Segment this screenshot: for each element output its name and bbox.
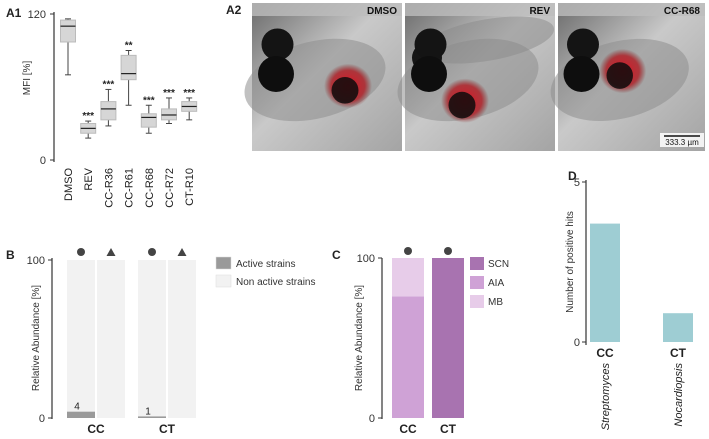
d-y-axis-title: Number of positive hits <box>565 211 576 313</box>
d-category-label: CT <box>670 346 687 360</box>
photo-panel: DMSO <box>244 3 402 151</box>
fish-eye <box>411 56 447 93</box>
b-marker-triangle <box>177 248 187 256</box>
d-y-tick-label: 5 <box>574 177 580 189</box>
c-legend-label: SCN <box>488 259 509 270</box>
a1-category-label: CC-R72 <box>164 168 176 208</box>
a1-y-tick-label: 120 <box>28 9 46 21</box>
b-bar-value-label: 4 <box>74 402 80 413</box>
c-legend-swatch <box>470 257 484 270</box>
a1-box <box>100 101 117 121</box>
a1-category-label: CT-R10 <box>184 168 196 206</box>
b-group-label: CC <box>87 422 105 436</box>
b-bar-nonactive <box>168 260 196 418</box>
d-category-label: CC <box>596 346 614 360</box>
a1-category-label: CC-R68 <box>144 168 156 208</box>
b-y-tick-label: 0 <box>39 413 45 425</box>
c-bar-segment-scn <box>432 258 464 418</box>
a1-significance: *** <box>82 111 94 122</box>
photo-caption-band <box>252 3 402 16</box>
a1-significance: *** <box>143 95 155 106</box>
d-genus-label: Streptomyces <box>600 363 612 431</box>
photo-panel: CC-R68 <box>550 3 705 151</box>
a1-category-label: CC-R61 <box>124 168 136 208</box>
c-y-tick-label: 100 <box>357 253 375 265</box>
d-genus-label: Nocardiopsis <box>673 363 685 427</box>
c-legend-label: AIA <box>488 278 504 289</box>
a1-y-tick-label: 0 <box>40 155 46 167</box>
a1-category-label: DMSO <box>63 168 75 201</box>
d-bar <box>663 313 693 342</box>
fish-eye <box>414 28 447 61</box>
c-legend-label: MB <box>488 297 503 308</box>
c-category-label: CC <box>399 422 417 436</box>
b-bar-active <box>138 416 166 418</box>
panel-label-c: C <box>332 248 341 262</box>
c-legend-swatch <box>470 276 484 289</box>
b-bar-nonactive <box>138 260 166 418</box>
scale-bar-label: 333.3 µm <box>665 138 699 147</box>
scale-bar: 333.3 µm <box>660 133 704 147</box>
c-bar-segment-aia <box>392 296 424 418</box>
a1-category-label: REV <box>83 167 95 190</box>
b-marker-triangle <box>106 248 116 256</box>
panel-label-d: D <box>568 169 577 183</box>
panel-label-a2: A2 <box>226 3 242 17</box>
a1-significance: ** <box>125 41 133 52</box>
b-y-tick-label: 100 <box>27 255 45 267</box>
panel-c-stacked-bars: C Relative Abundance [%] 0 100 CC CT SCN AIA… <box>332 247 509 436</box>
c-marker-circle <box>404 247 412 255</box>
panel-label-b: B <box>6 248 15 262</box>
a1-box <box>161 108 177 121</box>
panel-d-bar: D Number of positive hits 0 5 CC Streptomyc… <box>565 169 693 430</box>
a1-box <box>60 19 76 43</box>
b-legend-label: Active strains <box>236 259 295 270</box>
d-y-tick-label: 0 <box>574 337 580 349</box>
a1-significance: *** <box>183 88 195 99</box>
b-bar-active <box>67 411 95 418</box>
c-y-tick-label: 0 <box>369 413 375 425</box>
b-group-label: CT <box>159 422 176 436</box>
a1-significance: *** <box>103 79 115 90</box>
b-legend-swatch <box>215 274 232 288</box>
fish-body <box>420 16 555 64</box>
c-bar-segment-mb <box>392 258 424 297</box>
b-marker-circle <box>77 248 85 256</box>
panel-b-stacked-bars: B Relative Abundance [%] 0 100 4 CC 1 CT Acti… <box>6 248 315 436</box>
photo-caption-band <box>405 3 555 16</box>
b-legend-swatch <box>215 256 232 270</box>
b-bar-nonactive <box>97 260 125 418</box>
fish-eye <box>261 28 294 61</box>
photo-label: CC-R68 <box>664 6 701 17</box>
b-marker-circle <box>148 248 156 256</box>
a1-significance: *** <box>163 88 175 99</box>
a1-y-axis-title: MFI [%] <box>22 61 33 96</box>
photo-label: REV <box>529 6 550 17</box>
c-category-label: CT <box>440 422 457 436</box>
dark-yolk <box>331 77 359 104</box>
fish-eye <box>563 56 600 93</box>
b-bar-value-label: 1 <box>145 406 151 417</box>
photo-panel: REV <box>397 3 555 151</box>
a1-category-label: CC-R36 <box>103 168 115 208</box>
b-y-axis-title: Relative Abundance [%] <box>31 285 42 391</box>
panel-label-a1: A1 <box>6 6 22 20</box>
c-legend-swatch <box>470 295 484 308</box>
b-bar-nonactive <box>67 260 95 418</box>
fish-eye <box>258 56 294 93</box>
dark-yolk <box>606 62 633 89</box>
c-y-axis-title: Relative Abundance [%] <box>354 285 365 391</box>
fish-eye <box>566 28 599 61</box>
panel-a2-photos: A2 DMSO REV CC-R68 333.3 µm <box>226 3 705 151</box>
photo-label: DMSO <box>367 6 397 17</box>
d-bar <box>590 223 620 342</box>
dark-yolk <box>448 91 476 119</box>
a1-box <box>140 113 157 128</box>
b-legend-label: Non active strains <box>236 277 315 288</box>
a1-box <box>120 54 137 81</box>
c-marker-circle <box>444 247 452 255</box>
photo-caption-band <box>558 3 705 16</box>
